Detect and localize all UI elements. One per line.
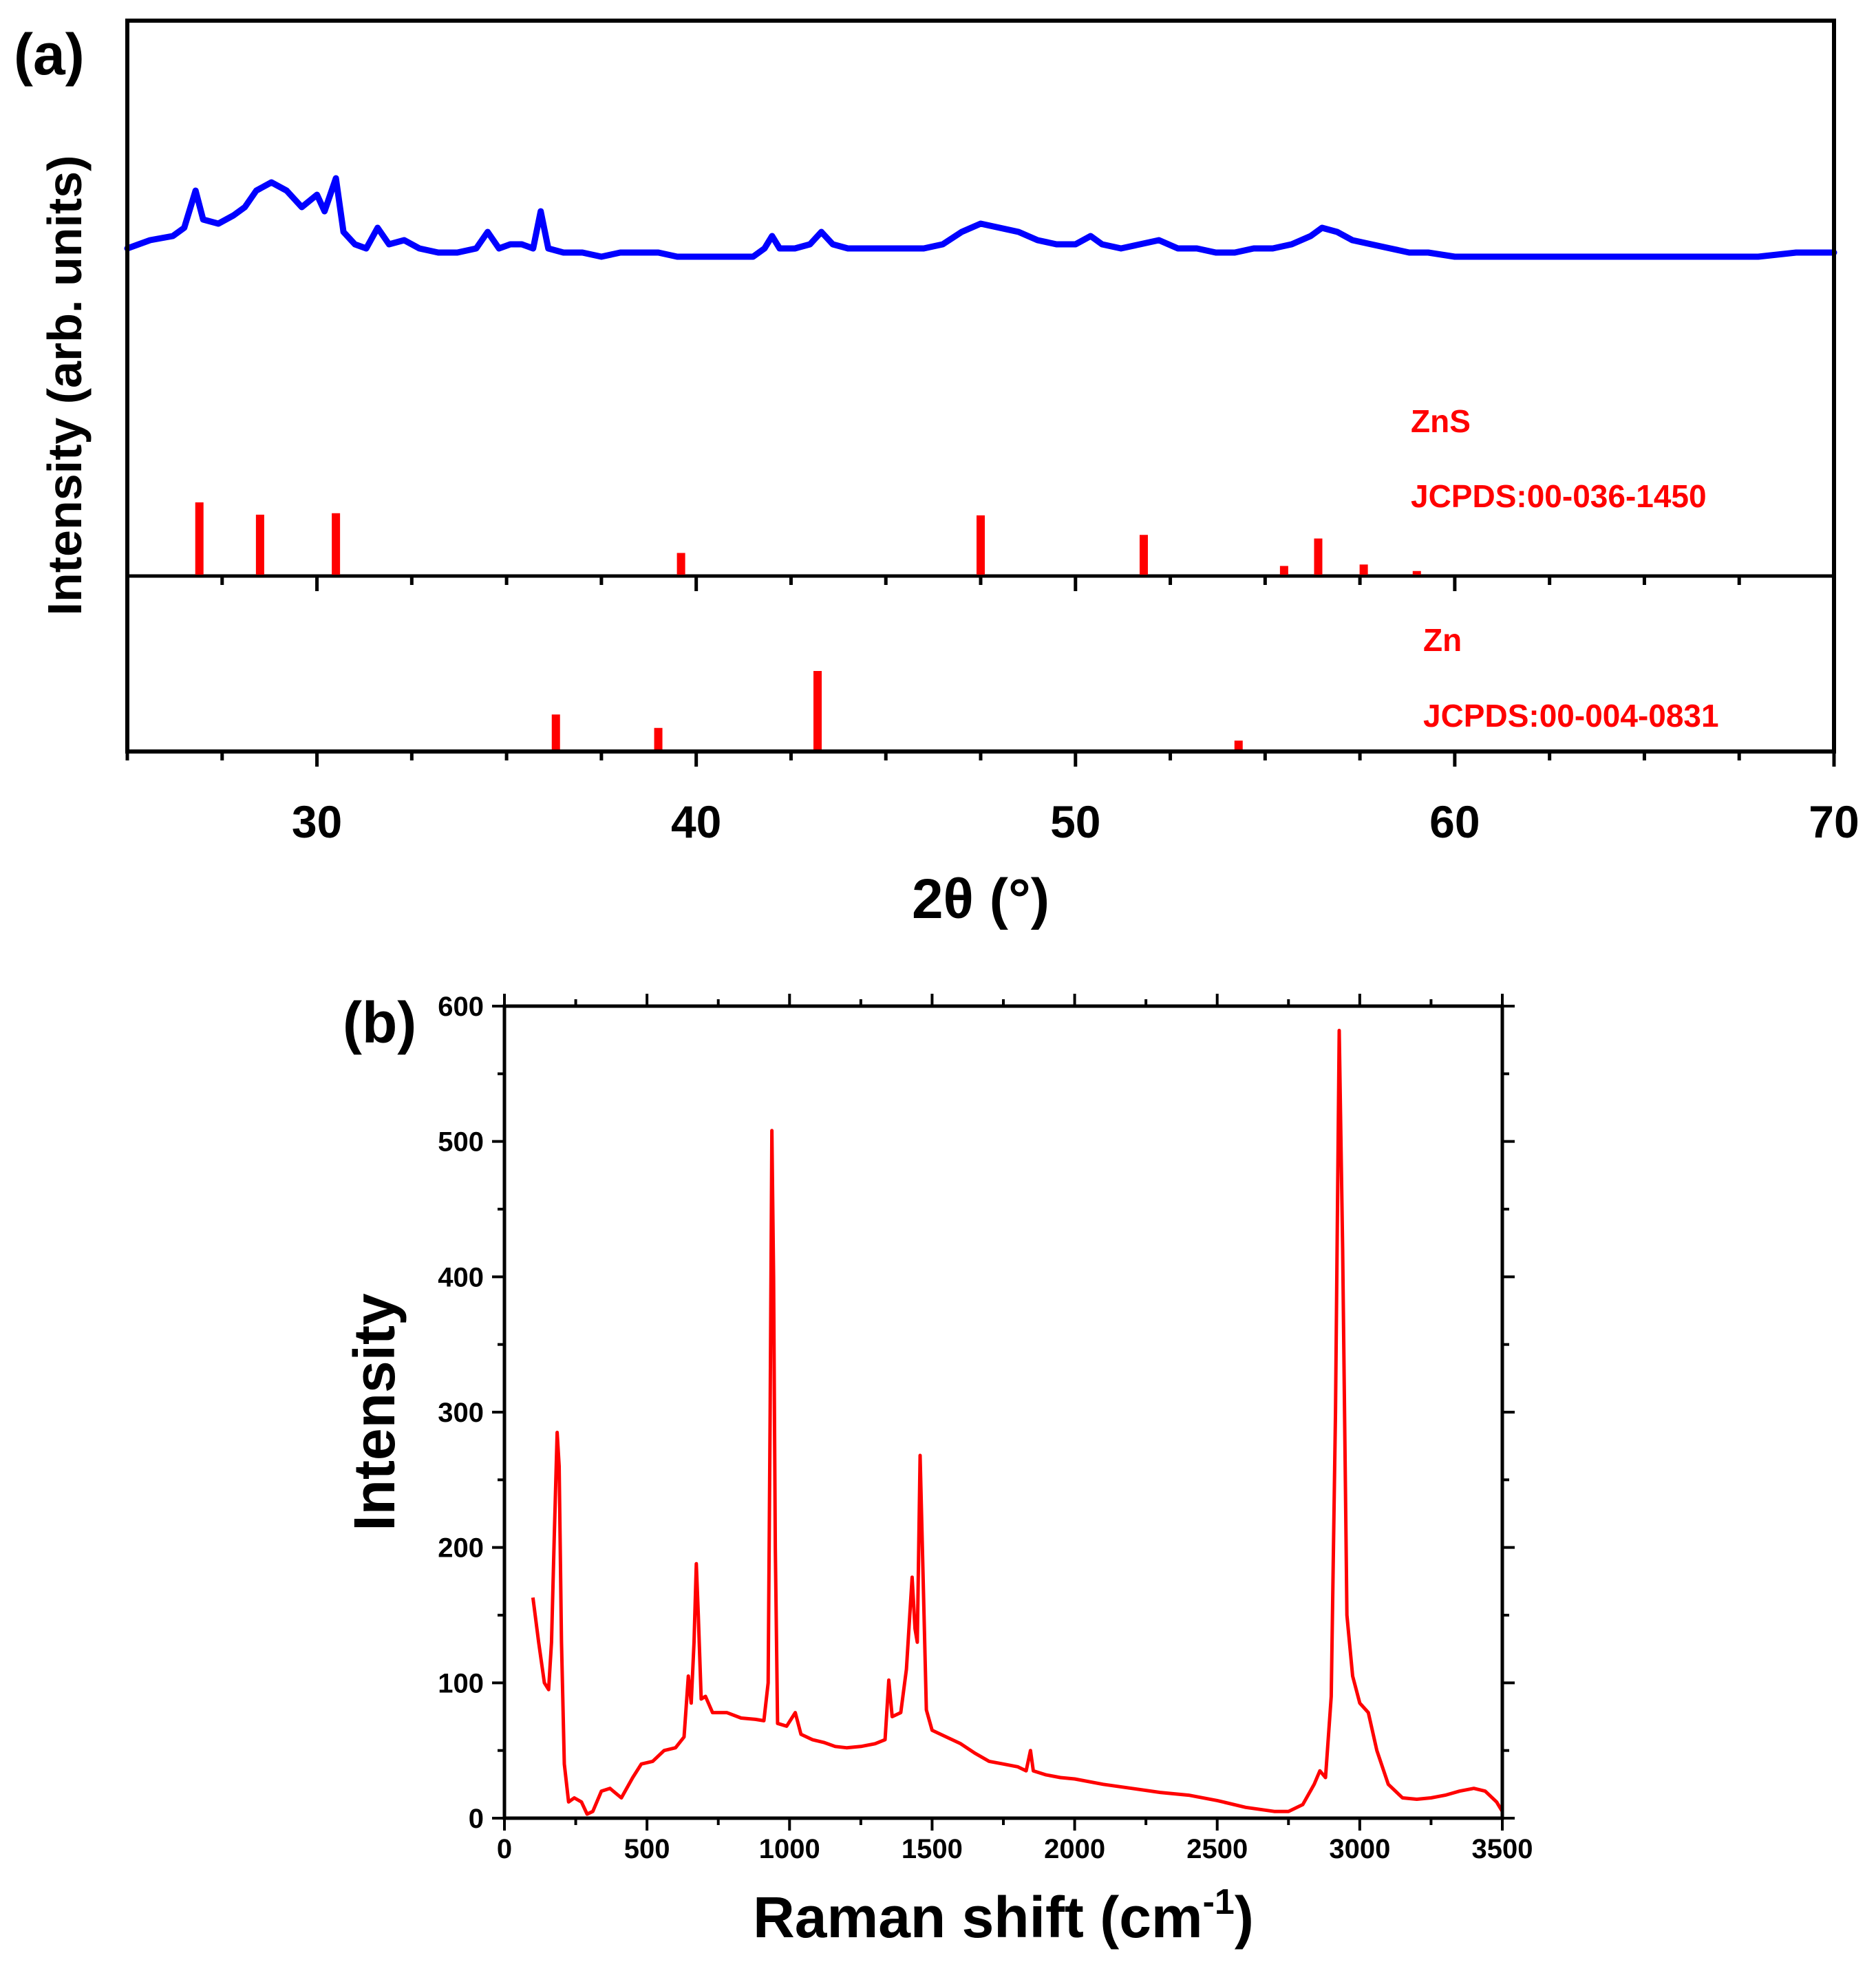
panel-b-frame <box>502 1004 1504 1820</box>
panel-b-raman-chart: (b) 0 500 1000 1500 2000 2500 3000 3500 0 100 200… <box>342 990 1533 1950</box>
raman-xlabel-superscript: -1 <box>1203 1882 1235 1922</box>
b-y-tick-label: 200 <box>438 1533 484 1564</box>
panel-b-y-axis-label: Intensity <box>342 1293 407 1531</box>
a-x-tick-label: 40 <box>671 796 721 847</box>
b-x-tick-label: 500 <box>624 1834 670 1864</box>
b-y-tick-label: 500 <box>438 1127 484 1158</box>
raman-xlabel-close: ) <box>1235 1885 1254 1950</box>
reference-zn-peaks <box>551 671 1243 750</box>
panel-a-label: (a) <box>14 22 85 87</box>
panel-b-label: (b) <box>343 990 416 1055</box>
panel-a-y-axis-label: Intensity (arb. units) <box>38 156 92 616</box>
b-y-tick-label: 300 <box>438 1398 484 1428</box>
b-x-tick-label: 3000 <box>1329 1834 1390 1864</box>
reference-znS-name: ZnS <box>1411 403 1471 439</box>
a-x-tick-label: 60 <box>1429 796 1480 847</box>
b-x-tick-label: 2000 <box>1044 1834 1105 1864</box>
b-y-tick-label: 600 <box>438 992 484 1022</box>
a-x-tick-label: 50 <box>1050 796 1100 847</box>
panel-b-x-axis-ticks: 0 500 1000 1500 2000 2500 3000 3500 <box>497 994 1533 1864</box>
reference-znS-peaks <box>195 502 1421 575</box>
panel-b-x-axis-label: Raman shift (cm-1) <box>753 1882 1254 1950</box>
panel-a-x-axis-ticks: 30 40 50 60 70 <box>125 576 1859 847</box>
raman-spectrum-line <box>531 1028 1504 1816</box>
b-y-tick-label: 100 <box>438 1668 484 1698</box>
b-x-tick-label: 1000 <box>759 1834 820 1864</box>
panel-a-xrd-chart: (a) ZnS JCPDS:00-036-1450 Zn JCPDS:00-00… <box>14 19 1859 930</box>
panel-b-y-axis-ticks: 0 100 200 300 400 500 600 <box>438 992 1515 1834</box>
reference-zn-card: JCPDS:00-004-0831 <box>1423 698 1719 734</box>
raman-xlabel-main: Raman shift (cm <box>753 1885 1202 1950</box>
b-x-tick-label: 0 <box>497 1834 512 1864</box>
a-x-tick-label: 70 <box>1809 796 1859 847</box>
b-x-tick-label: 1500 <box>902 1834 963 1864</box>
reference-zn-name: Zn <box>1423 622 1462 658</box>
reference-znS-card: JCPDS:00-036-1450 <box>1411 478 1707 514</box>
a-x-tick-label: 30 <box>292 796 342 847</box>
b-y-tick-label: 400 <box>438 1262 484 1292</box>
b-y-tick-label: 0 <box>469 1804 484 1834</box>
panel-a-frame <box>125 19 1836 754</box>
panel-a-x-axis-label: 2θ (°) <box>912 868 1049 930</box>
xrd-pattern-line <box>124 175 1837 260</box>
b-x-tick-label: 2500 <box>1186 1834 1248 1864</box>
b-x-tick-label: 3500 <box>1472 1834 1533 1864</box>
